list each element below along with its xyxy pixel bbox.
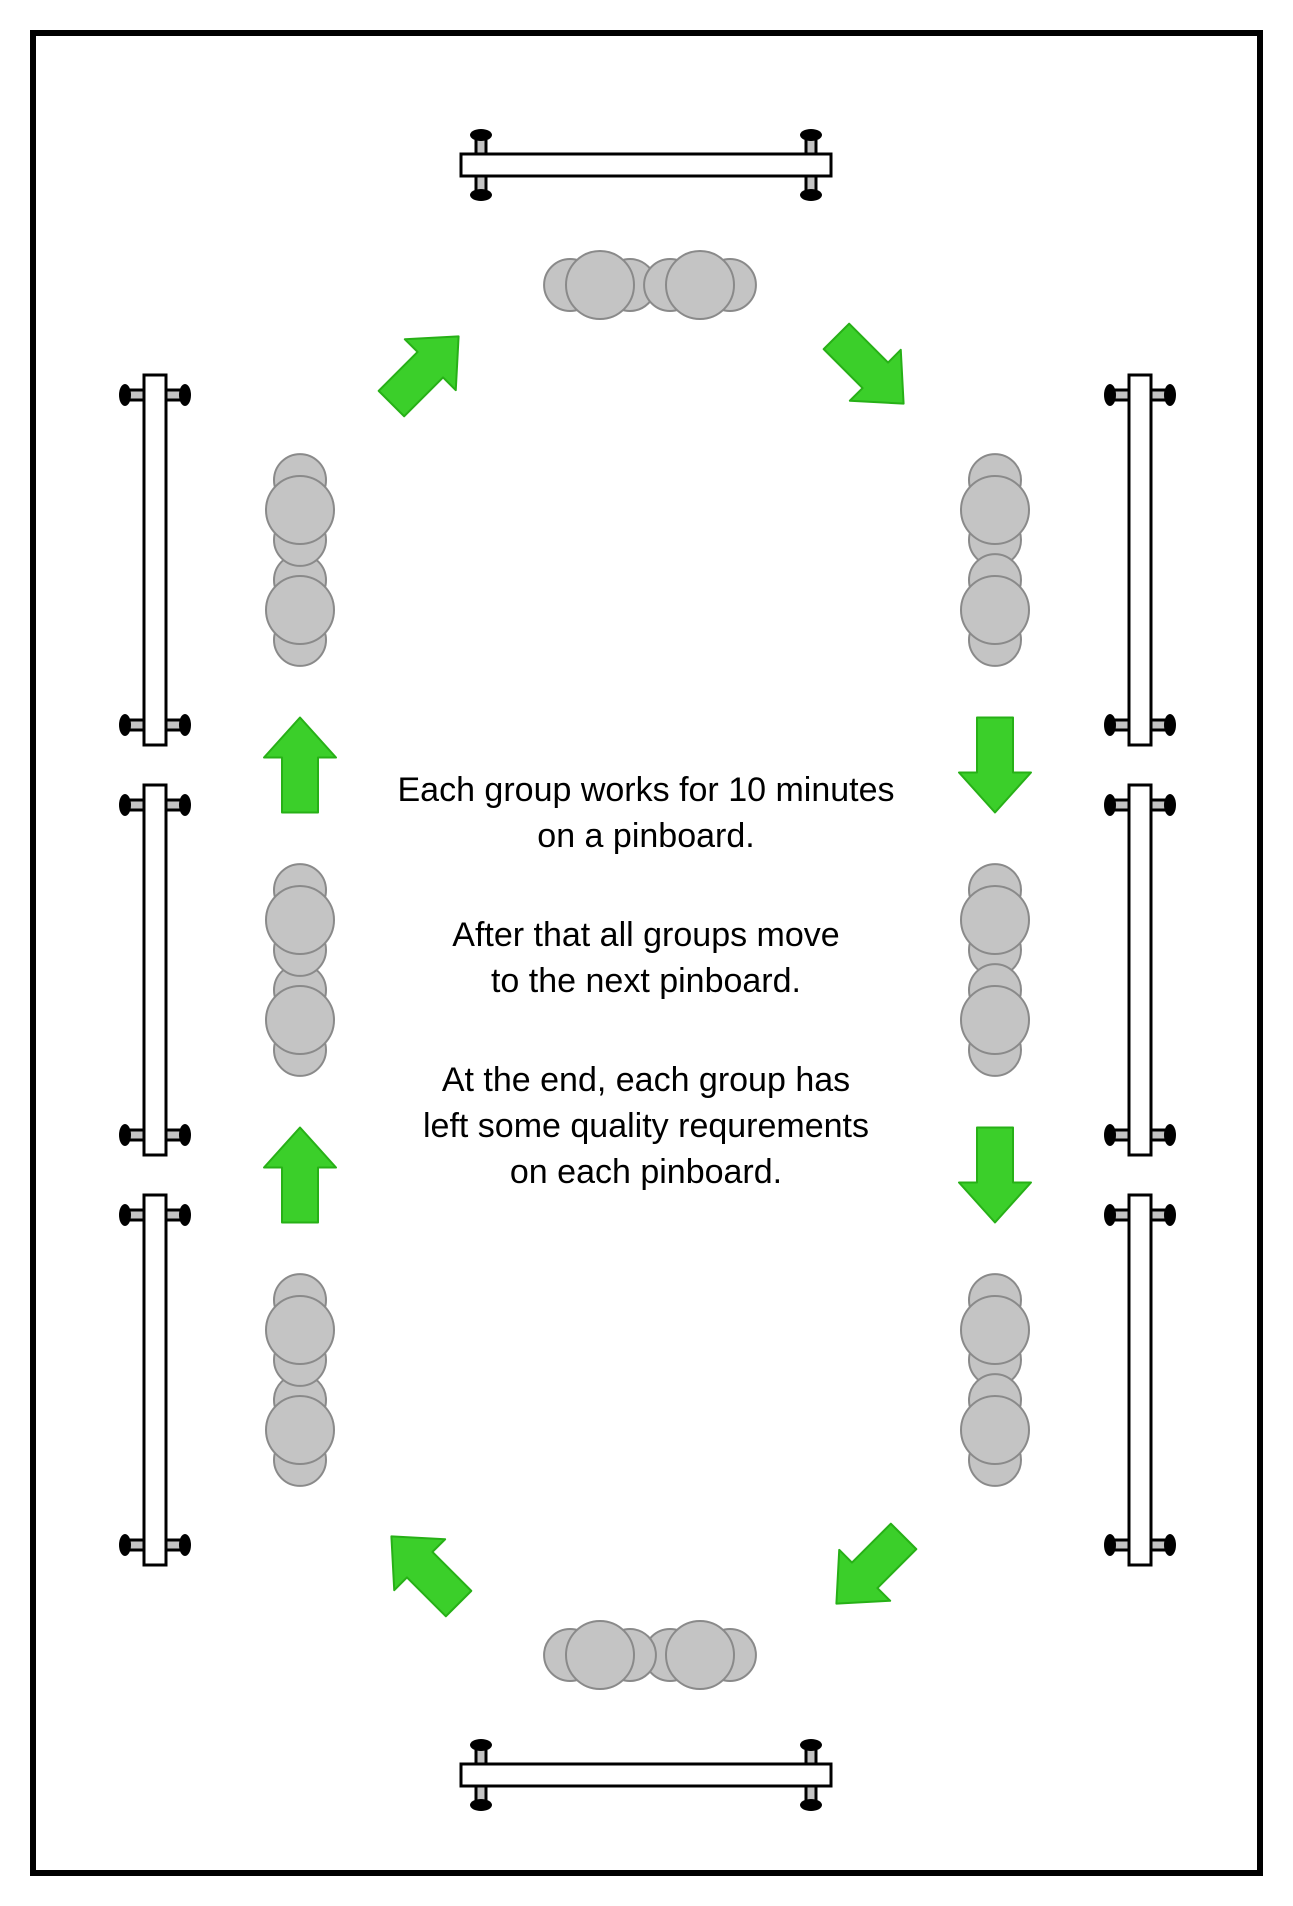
person-pair: [961, 1374, 1029, 1486]
person-pair: [961, 554, 1029, 666]
person-pair: [266, 454, 334, 566]
pinboard: [119, 375, 191, 745]
pinboard: [1104, 375, 1176, 745]
diagram-canvas: Each group works for 10 minutes on a pin…: [0, 0, 1293, 1906]
instruction-text-2: After that all groups move to the next p…: [296, 913, 996, 1005]
person-pair: [266, 554, 334, 666]
person-pair: [544, 251, 656, 319]
instruction-text-3: At the end, each group has left some qua…: [296, 1058, 996, 1196]
flow-arrow: [366, 1511, 484, 1629]
pinboard: [461, 129, 831, 201]
person-pair: [961, 1274, 1029, 1386]
pinboard: [1104, 1195, 1176, 1565]
person-pair: [266, 1374, 334, 1486]
flow-arrow: [811, 1511, 929, 1629]
flow-arrow: [366, 311, 484, 429]
flow-arrow: [811, 311, 929, 429]
pinboard: [1104, 785, 1176, 1155]
instruction-text-1: Each group works for 10 minutes on a pin…: [296, 768, 996, 860]
pinboard: [119, 1195, 191, 1565]
person-pair: [644, 251, 756, 319]
person-pair: [266, 1274, 334, 1386]
pinboard: [461, 1739, 831, 1811]
person-pair: [544, 1621, 656, 1689]
person-pair: [644, 1621, 756, 1689]
pinboard: [119, 785, 191, 1155]
person-pair: [961, 454, 1029, 566]
